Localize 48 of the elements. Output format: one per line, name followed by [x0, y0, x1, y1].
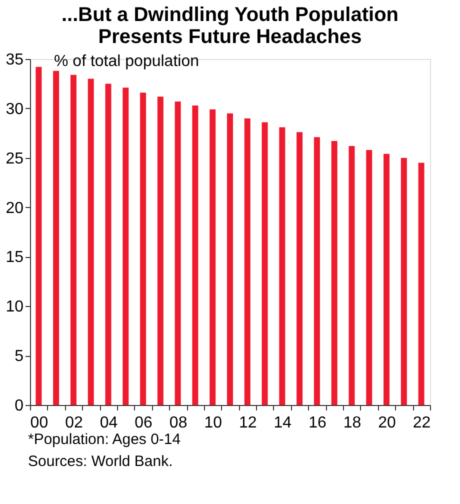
bar	[366, 150, 372, 405]
source-note: Sources: World Bank.	[28, 453, 173, 470]
bar	[192, 105, 198, 405]
x-tick-label: 00	[30, 414, 48, 432]
bar	[174, 102, 181, 405]
bar	[400, 158, 407, 405]
bar	[418, 162, 424, 405]
y-tick-label: 30	[6, 100, 24, 118]
bar	[384, 154, 390, 405]
x-tick-label: 20	[378, 414, 396, 432]
y-tick-label: 5	[14, 348, 24, 366]
bar	[210, 109, 216, 405]
y-axis-title: % of total population	[54, 53, 199, 70]
x-tick-label: 18	[343, 414, 362, 432]
bar	[227, 113, 233, 405]
bar	[296, 132, 303, 405]
bar	[140, 92, 146, 405]
x-tick-label: 06	[134, 414, 153, 432]
bar	[122, 88, 129, 405]
bar	[331, 141, 338, 405]
y-tick-label: 20	[6, 200, 24, 217]
bar	[348, 146, 355, 405]
x-tick-label: 08	[169, 414, 188, 432]
bar	[262, 122, 268, 405]
x-tick-label: 16	[308, 414, 326, 432]
y-tick-label: 35	[6, 52, 24, 68]
x-tick-label: 22	[412, 414, 431, 432]
y-tick-label: 10	[6, 298, 24, 316]
y-tick-label: 0	[14, 398, 24, 414]
bar	[105, 84, 112, 405]
bar	[88, 78, 94, 405]
x-tick-label: 10	[204, 414, 222, 432]
bar	[36, 66, 42, 405]
x-tick-label: 04	[100, 414, 118, 432]
y-tick-label: 25	[6, 150, 24, 168]
bar	[279, 127, 286, 405]
bar	[70, 74, 76, 405]
bar	[314, 137, 320, 405]
text: Presents Future Headaches	[98, 26, 362, 48]
text: *Population: Ages 0-14	[28, 431, 181, 448]
x-tick-label: 02	[65, 414, 83, 432]
y-tick-label: 15	[6, 249, 24, 266]
bar	[157, 96, 164, 405]
text: ...But a Dwindling Youth Population	[61, 4, 399, 26]
x-tick-label: 12	[238, 414, 257, 432]
x-tick-label: 14	[274, 414, 292, 432]
bar	[244, 118, 250, 405]
bar	[53, 70, 60, 405]
